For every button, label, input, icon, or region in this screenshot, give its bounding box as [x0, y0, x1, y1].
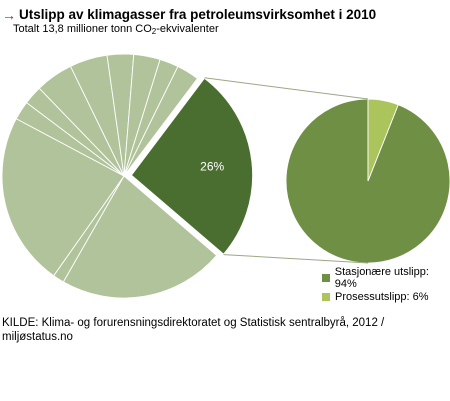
main-pie-slice-highlighted [129, 76, 254, 256]
connector-line-top [204, 77, 369, 100]
chart-title: Utslipp av klimagasser fra petroleumsvir… [19, 7, 377, 22]
main-pie-slice [62, 175, 218, 299]
main-pie-slice [123, 65, 199, 177]
subtitle-prefix: Totalt 13,8 millioner tonn CO [13, 23, 152, 35]
source-note: KILDE: Klima- og forurensningsdirektorat… [2, 317, 385, 343]
legend: Stasjonære utslipp: 94% Prosessutslipp: … [322, 265, 450, 306]
main-pie-slice-label: 26% [200, 159, 224, 173]
legend-swatch-stationary [322, 273, 330, 282]
chart-subtitle: Totalt 13,8 millioner tonn CO2-ekvivalen… [13, 23, 219, 38]
connector-line-bottom [223, 254, 369, 264]
sub-pie-slice-process [367, 98, 399, 182]
chart-header: → Utslipp av klimagasser fra petroleumsv… [2, 7, 376, 22]
legend-label-process: Prosessutslipp: 6% [335, 290, 429, 303]
arrow-icon: → [2, 6, 16, 23]
legend-item-stationary: Stasjonære utslipp: 94% [322, 265, 450, 290]
subtitle-suffix: -ekvivalenter [156, 23, 219, 35]
subtitle-subscript: 2 [151, 27, 157, 36]
sub-pie-slice-stationary [285, 98, 450, 264]
legend-label-stationary: Stasjonære utslipp: 94% [334, 265, 429, 290]
main-pie-slice [1, 118, 125, 277]
legend-item-process: Prosessutslipp: 6% [322, 287, 450, 306]
legend-swatch-process [322, 292, 330, 301]
